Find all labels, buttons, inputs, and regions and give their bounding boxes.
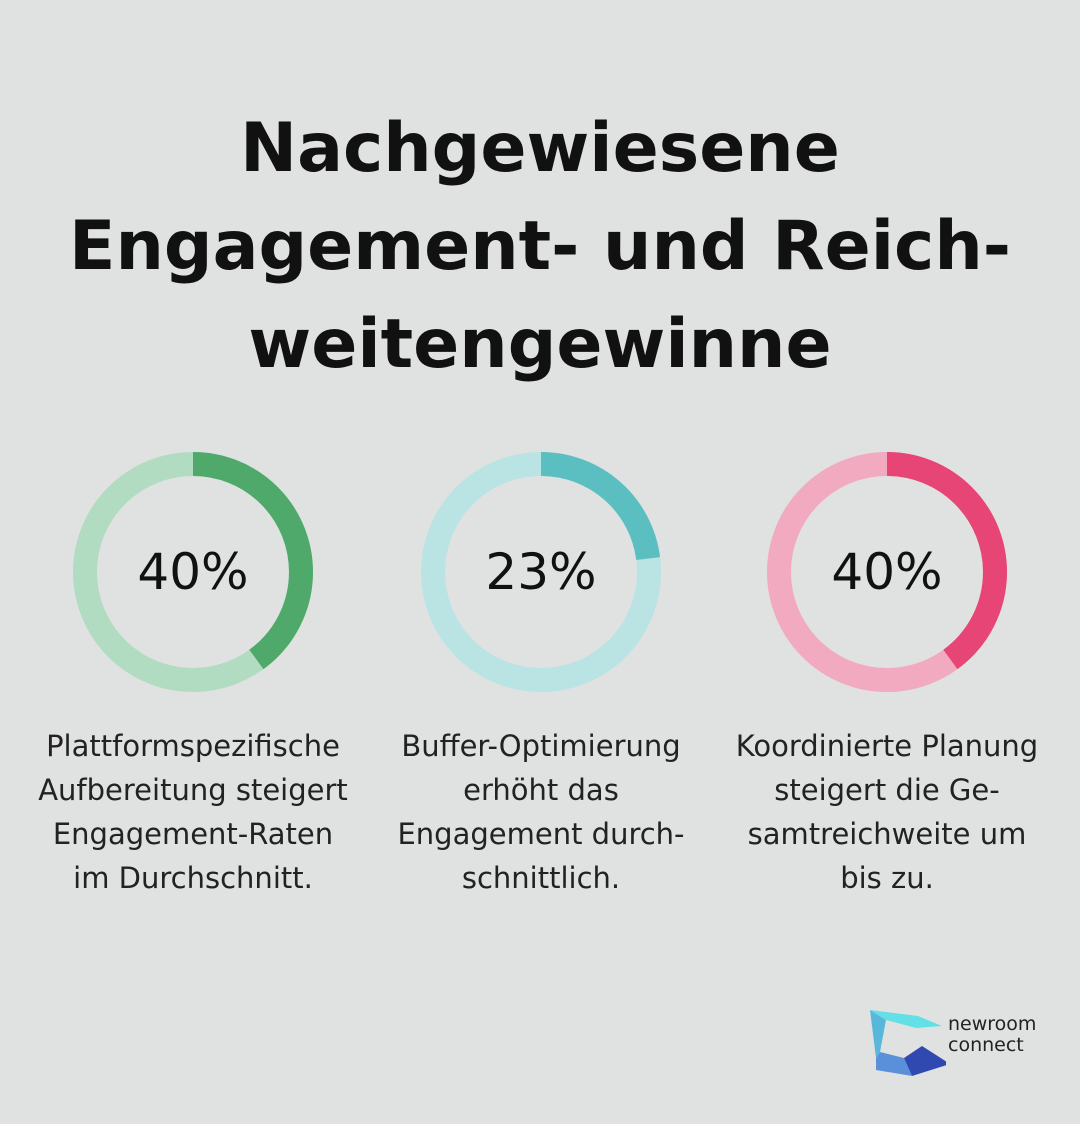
donut-chart: 40% [73,452,313,692]
donut-value-arc [767,452,1007,692]
donut-caption: Koordinierte Planung steigert die Ge-samt… [735,729,1039,895]
percentage-label: 40% [137,543,249,601]
donut-chart: 40% [767,452,1007,692]
donut-value-arc [73,452,313,692]
donut-caption: Buffer-Optimierung erhöht das Engagement d… [397,729,685,895]
newroom-connect-logo: newroom connect [866,1006,1046,1086]
donut-caption: Plattformspezifische Aufbereitung steiger… [38,729,348,895]
logo-mark-icon [870,1010,950,1076]
percentage-label: 40% [831,543,943,601]
page-title: Nachgewiesene Engagement- und Reich- wei… [69,109,1011,384]
donut-value-arc [421,452,661,692]
donut-chart: 23% [421,452,661,692]
percentage-label: 23% [485,543,597,601]
logo-text: newroom connect [948,1013,1037,1056]
